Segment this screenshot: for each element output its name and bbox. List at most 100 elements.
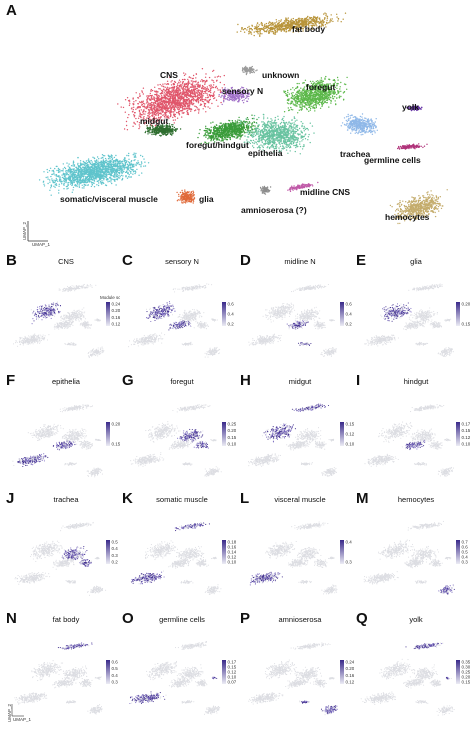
colorbar-tick: 0.125 <box>462 435 471 440</box>
colorbar-tick: 0.16 <box>112 315 121 320</box>
panel-title: hemocytes <box>366 495 466 504</box>
cluster-foregut <box>283 75 348 114</box>
colorbar-tick: 0.5 <box>112 540 119 545</box>
cluster-hemocytes <box>389 189 448 225</box>
cluster-label: somatic/visceral muscle <box>60 194 158 204</box>
colorbar-tick: 0.175 <box>228 660 237 665</box>
module-score-umap: 0.6 0.4 0.2 <box>248 283 353 357</box>
colorbar-tick: 0.4 <box>346 540 353 545</box>
panel-letter: F <box>6 372 15 389</box>
colorbar-tick: 0.4 <box>228 312 235 317</box>
cluster-epithelia <box>239 113 315 155</box>
colorbar-tick: 0.125 <box>346 432 355 437</box>
colorbar-tick: 0.3 <box>462 560 469 565</box>
panel-title: somatic muscle <box>132 495 232 504</box>
colorbar <box>340 540 344 564</box>
colorbar <box>222 660 226 684</box>
colorbar-tick: 0.3 <box>346 560 353 565</box>
colorbar-tick: 0.24 <box>346 660 355 665</box>
colorbar-tick: 0.150 <box>346 422 355 427</box>
panel-title: yolk <box>366 615 466 624</box>
cluster-label: hemocytes <box>385 212 430 222</box>
module-score-umap: 0.150 0.125 0.100 <box>247 403 355 477</box>
cluster-label: fat body <box>292 24 325 34</box>
colorbar <box>106 422 110 446</box>
small-axis-x-label: UMAP_1 <box>13 717 32 722</box>
cluster-label: yolk <box>402 102 419 112</box>
cluster-label: trachea <box>340 149 371 159</box>
cluster-label: foregut/hindgut <box>186 140 249 150</box>
cluster-germline-cells <box>397 143 428 150</box>
colorbar-tick: 0.20 <box>112 308 121 313</box>
panel-letter: D <box>240 252 251 269</box>
panel-title: glia <box>366 257 466 266</box>
cluster-label: foregut <box>306 82 335 92</box>
colorbar-tick: 0.125 <box>228 670 237 675</box>
colorbar-tick: 0.075 <box>228 680 237 685</box>
colorbar-tick: 0.3 <box>112 553 119 558</box>
cluster-label: CNS <box>160 70 178 80</box>
colorbar-tick: 0.5 <box>462 550 469 555</box>
panel-letter-a: A <box>6 2 17 19</box>
colorbar-tick: 0.12 <box>228 555 237 560</box>
cluster-blobs <box>38 12 448 225</box>
cluster-label: amnioserosa (?) <box>241 205 307 215</box>
colorbar-tick: 0.100 <box>346 442 355 447</box>
panel-title: foregut <box>132 377 232 386</box>
panel-letter: H <box>240 372 251 389</box>
colorbar-tick: 0.18 <box>228 540 237 545</box>
cluster-midline-cns <box>287 181 319 193</box>
colorbar-tick: 0.15 <box>228 435 237 440</box>
colorbar-tick: 0.4 <box>346 312 353 317</box>
colorbar-tick: 0.4 <box>112 546 119 551</box>
small-axis-indicator: UMAP_2 UMAP_1 <box>8 704 32 722</box>
module-score-umap: 0.1750.1500.1250.1000.075 <box>129 641 237 715</box>
module-score-umap: 0.250.20 0.15 0.10 <box>130 404 237 477</box>
colorbar-tick: 0.4 <box>112 673 119 678</box>
colorbar-tick: 0.20 <box>462 302 471 307</box>
colorbar-tick: 0.12 <box>112 322 121 327</box>
colorbar-tick: 0.100 <box>462 442 471 447</box>
colorbar-tick: 0.16 <box>228 545 237 550</box>
colorbar-tick: 0.20 <box>112 422 121 427</box>
panel-letter: C <box>122 252 133 269</box>
cluster-amnioserosa <box>259 185 272 195</box>
colorbar-tick: 0.10 <box>228 560 237 565</box>
panel-title: trachea <box>16 495 116 504</box>
colorbar-tick: 0.24 <box>112 302 121 307</box>
module-score-umap: 0.350.300.250.200.15 <box>360 642 471 716</box>
panel-title: hindgut <box>366 377 466 386</box>
panel-letter: Q <box>356 610 368 627</box>
colorbar-tick: 0.12 <box>346 680 355 685</box>
cluster-label: glia <box>199 194 214 204</box>
cluster-label: midgut <box>140 116 168 126</box>
main-axis-x-label: UMAP_1 <box>32 242 51 247</box>
module-score-umap: 0.6 0.4 0.2 <box>128 283 235 358</box>
colorbar <box>456 660 460 684</box>
module-score-umap: 0.240.20 0.16 0.12 <box>248 642 355 716</box>
colorbar-tick: 0.30 <box>462 665 471 670</box>
colorbar <box>456 540 460 564</box>
panel-letter: I <box>356 372 360 389</box>
module-score-umap: 0.180.160.140.120.10 <box>130 522 237 596</box>
cluster-label: epithelia <box>248 148 283 158</box>
colorbar <box>340 422 344 446</box>
panel-title: midline N <box>250 257 350 266</box>
colorbar <box>222 302 226 326</box>
colorbar-tick: 0.20 <box>462 675 471 680</box>
cluster-label: germline cells <box>364 155 421 165</box>
colorbar-tick: 0.20 <box>228 428 237 433</box>
cluster-yolk <box>406 105 423 112</box>
panel-title: CNS <box>16 257 116 266</box>
panel-letter: O <box>122 610 134 627</box>
cluster-cns <box>117 68 228 131</box>
cluster-label: midline CNS <box>300 187 350 197</box>
panel-title: fat body <box>16 615 116 624</box>
colorbar-tick: 0.150 <box>462 428 471 433</box>
module-score-umap: 0.4 0.3 <box>249 521 353 595</box>
cluster-labels: fat body unknown CNS sensory N foregut yolk mi… <box>60 24 430 222</box>
colorbar-tick: 0.2 <box>112 560 119 565</box>
colorbar <box>222 422 226 446</box>
colorbar-tick: 0.35 <box>462 660 471 665</box>
colorbar-tick: 0.16 <box>346 673 355 678</box>
